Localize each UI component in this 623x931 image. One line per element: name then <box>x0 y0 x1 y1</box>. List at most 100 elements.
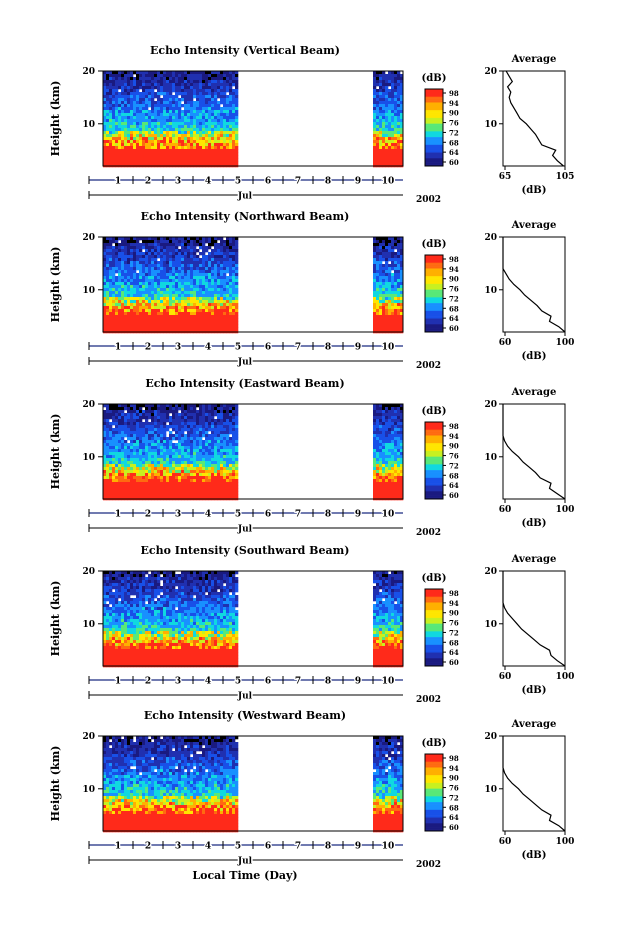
heat-cell <box>178 113 182 117</box>
heat-cell <box>145 273 149 277</box>
heat-cell <box>136 128 140 132</box>
heat-cell <box>229 288 233 292</box>
heat-cell <box>169 116 173 120</box>
heat-cell <box>388 146 392 150</box>
heat-cell <box>136 312 140 316</box>
heat-cell <box>157 122 161 126</box>
heat-cell <box>178 243 182 247</box>
heat-cell <box>220 261 224 265</box>
heat-cell <box>142 315 146 319</box>
colorbar-segment <box>425 146 443 149</box>
heat-cell <box>124 494 128 498</box>
heat-cell <box>178 270 182 274</box>
heat-cell <box>160 315 164 319</box>
heat-cell <box>106 488 110 492</box>
heat-cell <box>211 71 215 75</box>
heat-cell <box>217 431 221 435</box>
heat-cell <box>181 140 185 144</box>
heat-cell <box>172 461 176 465</box>
heat-cell <box>385 125 389 129</box>
heat-cell <box>130 89 134 93</box>
heat-cell <box>154 467 158 471</box>
heat-cell <box>226 261 230 265</box>
heat-cell <box>193 104 197 108</box>
heat-cell <box>208 264 212 268</box>
heat-cell <box>397 279 401 283</box>
heat-cell <box>223 104 227 108</box>
heat-cell <box>382 315 386 319</box>
heat-cell <box>184 488 188 492</box>
heat-cell <box>175 404 179 408</box>
heat-cell <box>142 80 146 84</box>
heat-cell <box>388 312 392 316</box>
heat-cell <box>109 425 113 429</box>
heat-cell <box>121 237 125 241</box>
heat-cell <box>220 155 224 159</box>
heat-cell <box>373 107 377 111</box>
heat-cell <box>118 479 122 483</box>
heat-cell <box>202 449 206 453</box>
heat-cell <box>157 407 161 411</box>
heat-cell <box>154 297 158 301</box>
heat-cell <box>193 119 197 123</box>
heat-cell <box>184 134 188 138</box>
heat-cell <box>202 446 206 450</box>
heat-cell <box>172 446 176 450</box>
heat-cell <box>172 449 176 453</box>
heat-cell <box>109 285 113 289</box>
heat-cell <box>151 101 155 105</box>
heat-cell <box>226 243 230 247</box>
heat-cell <box>145 446 149 450</box>
heat-cell <box>160 422 164 426</box>
heat-cell <box>205 279 209 283</box>
heat-cell <box>181 470 185 474</box>
heat-cell <box>373 273 377 277</box>
heat-cell <box>160 107 164 111</box>
heat-cell <box>151 288 155 292</box>
heat-cell <box>235 261 239 265</box>
heat-cell <box>229 240 233 244</box>
heat-cell <box>184 273 188 277</box>
heat-cell <box>157 240 161 244</box>
heat-cell <box>217 446 221 450</box>
heat-cell <box>127 101 131 105</box>
heat-cell <box>172 237 176 241</box>
heat-cell <box>232 294 236 298</box>
heat-cell <box>211 321 215 325</box>
heat-cell <box>136 279 140 283</box>
heat-cell <box>214 264 218 268</box>
heat-cell <box>121 488 125 492</box>
heat-cell <box>178 479 182 483</box>
heat-cell <box>169 149 173 153</box>
heat-cell <box>151 270 155 274</box>
heat-cell <box>232 279 236 283</box>
heat-cell <box>181 131 185 135</box>
heat-cell <box>109 89 113 93</box>
heat-cell <box>229 318 233 322</box>
colorbar-segment <box>425 280 443 283</box>
heat-cell <box>232 306 236 310</box>
heat-cell <box>388 125 392 129</box>
heat-cell <box>109 249 113 253</box>
heat-cell <box>214 282 218 286</box>
heat-cell <box>178 74 182 78</box>
heat-cell <box>175 80 179 84</box>
panel-title: Echo Intensity (Eastward Beam) <box>145 377 344 390</box>
heat-cell <box>181 443 185 447</box>
heat-cell <box>139 452 143 456</box>
heat-cell <box>124 279 128 283</box>
heat-cell <box>157 92 161 96</box>
heat-cell <box>193 285 197 289</box>
heat-cell <box>103 279 107 283</box>
heat-cell <box>397 104 401 108</box>
heat-cell <box>130 485 134 489</box>
heat-cell <box>115 285 119 289</box>
heat-cell <box>208 315 212 319</box>
heat-cell <box>379 74 383 78</box>
heat-cell <box>118 446 122 450</box>
heat-cell <box>118 327 122 331</box>
heat-cell <box>133 95 137 99</box>
heat-cell <box>379 92 383 96</box>
heat-cell <box>145 92 149 96</box>
heat-cell <box>205 98 209 102</box>
